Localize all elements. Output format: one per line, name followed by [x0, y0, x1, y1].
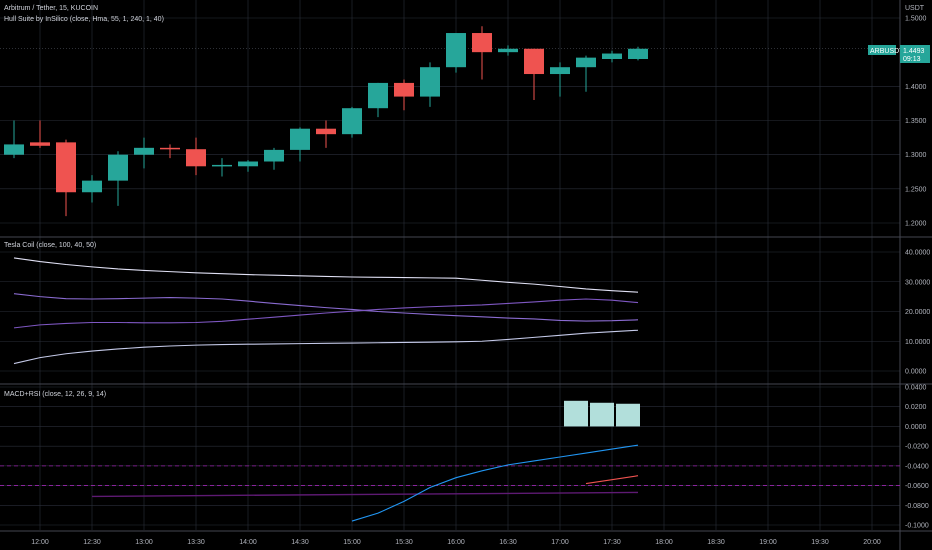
candle-body [446, 33, 466, 68]
candle-body [290, 128, 310, 150]
badge-symbol: ARBUSDT [870, 48, 904, 55]
axis-tick-label: 1.2000 [905, 221, 927, 228]
candle-body [498, 48, 518, 53]
axis-tick-label: 10.0000 [905, 339, 930, 346]
macd-rsi-pane[interactable] [0, 400, 900, 522]
time-tick-label: 15:30 [395, 539, 413, 546]
tesla-series-line [13, 293, 639, 322]
macd-histogram-bar [590, 402, 614, 427]
axis-tick-label: 1.5000 [905, 16, 927, 23]
hull-suite-legend[interactable]: Hull Suite by InSilico (close, Hma, 55, … [4, 16, 164, 23]
candle-body [30, 142, 50, 146]
signal-line [585, 475, 639, 485]
axis-tick-label: -0.0600 [905, 483, 929, 490]
candle-body [576, 57, 596, 68]
candle-body [56, 142, 76, 193]
time-tick-label: 18:30 [707, 539, 725, 546]
axis-tick-label: 0.0000 [905, 369, 927, 376]
candle-body [368, 82, 388, 109]
tesla-series-line [13, 257, 639, 293]
time-tick-label: 14:00 [239, 539, 257, 546]
candle-body [108, 154, 128, 181]
axis-tick-label: 0.0000 [905, 424, 927, 431]
axis-tick-label: -0.0800 [905, 503, 929, 510]
time-tick-label: 19:00 [759, 539, 777, 546]
axis-tick-label: 30.0000 [905, 279, 930, 286]
time-tick-label: 16:30 [499, 539, 517, 546]
macd-histogram-bar [616, 403, 640, 427]
candle-body [134, 147, 154, 155]
time-tick-label: 18:00 [655, 539, 673, 546]
time-tick-label: 13:00 [135, 539, 153, 546]
time-tick-label: 12:30 [83, 539, 101, 546]
symbol-title[interactable]: Arbitrum / Tether, 15, KUCOIN [4, 5, 99, 12]
candle-body [628, 48, 648, 59]
time-axis[interactable]: 12:00 12:30 13:00 13:30 14:00 14:30 15:00 15:30… [31, 539, 881, 546]
axis-tick-label: -0.0200 [905, 444, 929, 451]
grid-lines [0, 0, 900, 530]
candle-body [342, 108, 362, 135]
axis-tick-label: 0.0200 [905, 404, 927, 411]
time-tick-label: 16:00 [447, 539, 465, 546]
candle-body [550, 67, 570, 75]
time-tick-label: 13:30 [187, 539, 205, 546]
candle-body [264, 149, 284, 162]
currency-label: USDT [905, 5, 925, 12]
axis-tick-label: 1.3000 [905, 152, 927, 159]
candle-body [602, 53, 622, 59]
macd-line [351, 444, 639, 522]
axis-tick-label: -0.1000 [905, 523, 929, 530]
macd-histogram-bar [564, 400, 588, 427]
candle-body [316, 128, 336, 135]
axis-tick-label: 1.2500 [905, 186, 927, 193]
time-tick-label: 17:30 [603, 539, 621, 546]
rsi-line [91, 491, 639, 498]
candle-body [82, 180, 102, 193]
candle-body [420, 67, 440, 97]
candle-body [212, 164, 232, 167]
candle-body [238, 161, 258, 167]
time-tick-label: 19:30 [811, 539, 829, 546]
time-tick-label: 14:30 [291, 539, 309, 546]
tesla-coil-legend[interactable]: Tesla Coil (close, 100, 40, 50) [4, 242, 97, 249]
axis-tick-label: -0.0400 [905, 463, 929, 470]
badge-price: 1.4493 [903, 48, 925, 55]
time-tick-label: 17:00 [551, 539, 569, 546]
time-tick-label: 15:00 [343, 539, 361, 546]
tesla-series-line [13, 298, 639, 329]
macd-rsi-legend[interactable]: MACD+RSI (close, 12, 26, 9, 14) [4, 391, 107, 398]
tesla-series-line [13, 329, 639, 365]
axis-tick-label: 40.0000 [905, 250, 930, 257]
candle-body [4, 144, 24, 155]
candle-body [394, 82, 414, 97]
candle-body [186, 149, 206, 167]
tesla-coil-pane[interactable] [13, 257, 639, 365]
axis-tick-label: 1.3500 [905, 118, 927, 125]
candle-body [160, 147, 180, 150]
candle-body [472, 33, 492, 53]
price-pane[interactable] [4, 26, 648, 217]
axis-tick-label: 20.0000 [905, 309, 930, 316]
axis-tick-label: 1.4000 [905, 84, 927, 91]
badge-countdown: 09:13 [903, 56, 921, 63]
price-axis[interactable]: 1.5000 1.4000 1.3500 1.3000 1.2500 1.2000 40.0… [905, 16, 930, 530]
time-tick-label: 20:00 [863, 539, 881, 546]
candle-body [524, 48, 544, 75]
time-tick-label: 12:00 [31, 539, 49, 546]
axis-tick-label: 0.0400 [905, 385, 927, 392]
last-price-badge: ARBUSDT 1.4493 09:13 [868, 45, 930, 63]
